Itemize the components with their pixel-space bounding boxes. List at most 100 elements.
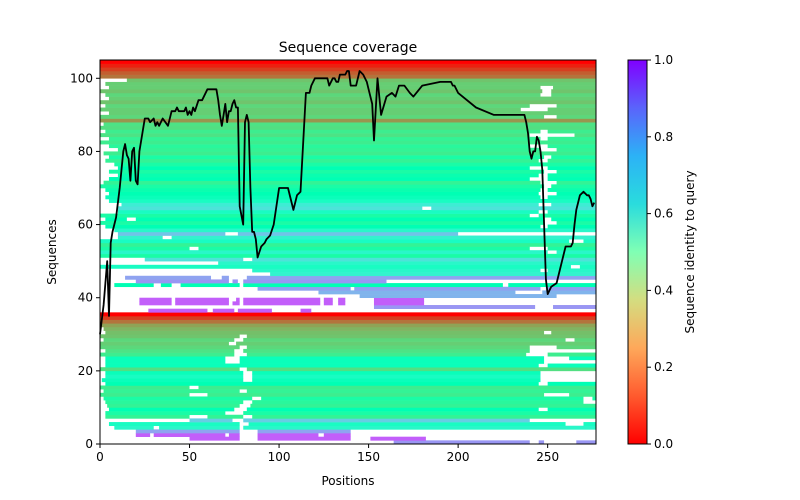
heatmap-cell: [547, 136, 596, 141]
heatmap-cell: [246, 407, 539, 412]
heatmap-cell: [105, 103, 530, 108]
heatmap-cell: [232, 279, 238, 284]
heatmap-cell: [547, 177, 596, 181]
heatmap-cell: [100, 184, 545, 189]
heatmap-cell: [117, 231, 226, 236]
heatmap-cell: [547, 129, 596, 134]
heatmap-cell: [239, 356, 545, 361]
heatmap-cell: [105, 330, 545, 335]
heatmap-cell: [105, 414, 190, 419]
heatmap-cell: [105, 363, 539, 368]
heatmap-cell: [198, 246, 530, 251]
x-axis-label: Positions: [322, 474, 375, 488]
heatmap-cell: [117, 206, 423, 211]
heatmap-cell: [108, 144, 530, 149]
heatmap-cell: [117, 166, 530, 171]
heatmap-cell: [135, 217, 545, 222]
heatmap-cell: [576, 440, 596, 445]
y-tick-label: 0: [85, 437, 93, 451]
heatmap-cell: [100, 67, 596, 72]
heatmap-cell: [318, 290, 516, 295]
heatmap-cell: [246, 275, 596, 280]
heatmap-cell: [257, 429, 351, 434]
heatmap-cell: [556, 147, 596, 152]
heatmap-cell: [160, 283, 172, 288]
heatmap-cell: [100, 316, 596, 320]
heatmap-cell: [100, 323, 596, 328]
heatmap-cell: [100, 133, 530, 138]
heatmap-cell: [556, 250, 596, 255]
heatmap-cell: [114, 162, 596, 167]
heatmap: [100, 60, 597, 445]
colorbar-ticks: 0.0 0.2 0.4 0.6 0.8 1.0: [647, 53, 673, 451]
heatmap-cell: [583, 239, 596, 244]
heatmap-cell: [547, 107, 596, 112]
heatmap-cell: [108, 155, 545, 160]
heatmap-cell: [556, 103, 596, 108]
heatmap-cell: [547, 363, 596, 368]
heatmap-cell: [135, 429, 240, 434]
heatmap-cell: [100, 392, 190, 397]
heatmap-cell: [135, 279, 229, 284]
heatmap-cell: [103, 326, 596, 331]
heatmap-cell: [547, 166, 596, 171]
y-tick-label: 80: [78, 144, 93, 158]
heatmap-cell: [105, 356, 226, 361]
heatmap-cell: [103, 122, 596, 127]
heatmap-cell: [252, 374, 541, 379]
heatmap-cell: [108, 96, 597, 101]
heatmap-cell: [542, 290, 596, 295]
chart-title: Sequence coverage: [279, 40, 418, 56]
heatmap-cell: [100, 385, 190, 390]
heatmap-cell: [243, 348, 530, 353]
colorbar-tick-label: 0.4: [654, 283, 673, 297]
heatmap-cell: [100, 70, 596, 75]
heatmap-cell: [100, 118, 596, 123]
heatmap-cell: [553, 85, 596, 90]
heatmap-cell: [105, 400, 244, 405]
heatmap-cell: [100, 213, 530, 218]
heatmap-cell: [100, 239, 570, 244]
heatmap-cell: [100, 242, 596, 247]
heatmap-cell: [551, 92, 596, 97]
heatmap-cell: [100, 352, 235, 357]
heatmap-cell: [198, 385, 596, 390]
heatmap-cell: [252, 400, 584, 405]
heatmap-cell: [105, 158, 539, 163]
heatmap-cell: [551, 330, 596, 335]
heatmap-cell: [189, 418, 233, 423]
heatmap-cell: [252, 370, 541, 375]
heatmap-cell: [117, 173, 539, 178]
heatmap-cell: [105, 381, 539, 386]
heatmap-cell: [121, 202, 539, 207]
y-tick-label: 60: [78, 218, 93, 232]
heatmap-cell: [159, 425, 240, 430]
heatmap-cell: [574, 337, 596, 342]
heatmap-cell: [105, 411, 226, 416]
heatmap-cell: [556, 114, 596, 119]
heatmap-cell: [218, 261, 596, 266]
heatmap-cell: [139, 297, 172, 302]
heatmap-cell: [114, 283, 154, 288]
coverage-line: [99, 70, 596, 335]
x-tick-label: 200: [447, 450, 470, 464]
heatmap-cell: [243, 337, 566, 342]
heatmap-cell: [180, 283, 240, 288]
heatmap-cell: [553, 305, 596, 309]
heatmap-cell: [243, 283, 503, 288]
heatmap-cell: [175, 297, 229, 302]
heatmap-cell: [547, 195, 596, 200]
heatmap-cell: [556, 169, 596, 174]
heatmap-cell: [237, 231, 459, 236]
heatmap-cell: [547, 209, 596, 214]
heatmap-cell: [108, 177, 530, 181]
heatmap-cell: [243, 301, 321, 306]
heatmap-cell: [556, 220, 596, 225]
heatmap-cell: [551, 202, 596, 207]
heatmap-cell: [252, 378, 541, 383]
heatmap-cell: [105, 188, 541, 192]
heatmap-cell: [431, 206, 596, 211]
heatmap-cell: [100, 125, 596, 130]
heatmap-cell: [243, 279, 387, 284]
heatmap-cell: [574, 133, 596, 138]
